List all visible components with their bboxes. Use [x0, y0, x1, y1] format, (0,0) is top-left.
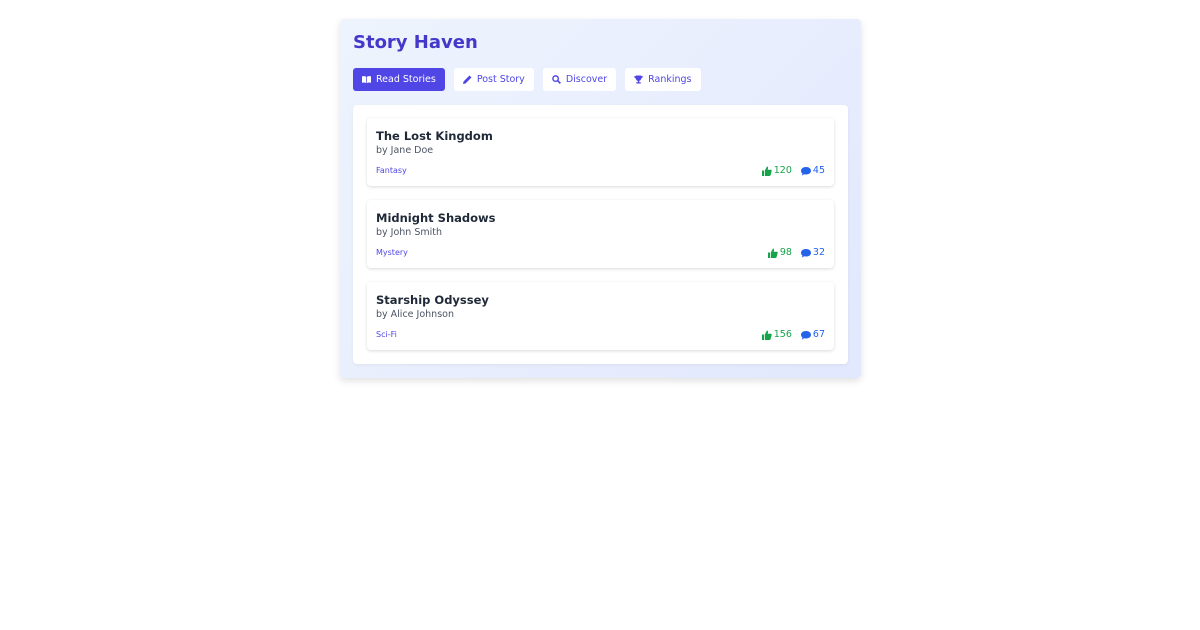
thumbs-up-icon	[767, 248, 778, 258]
story-stats: 120 45	[761, 165, 825, 176]
comments[interactable]: 32	[800, 247, 825, 258]
comments[interactable]: 45	[800, 165, 825, 176]
likes[interactable]: 156	[761, 329, 792, 340]
likes[interactable]: 98	[767, 247, 792, 258]
likes[interactable]: 120	[761, 165, 792, 176]
story-title[interactable]: The Lost Kingdom	[376, 129, 493, 143]
app-container: Story Haven Read Stories Post Story Disc…	[340, 19, 861, 378]
story-title[interactable]: Starship Odyssey	[376, 293, 489, 307]
comment-icon	[800, 166, 811, 176]
comment-icon	[800, 248, 811, 258]
story-stats: 156 67	[761, 329, 825, 340]
discover-button[interactable]: Discover	[542, 68, 617, 91]
story-card[interactable]: Starship Odyssey by Alice Johnson Sci-Fi…	[367, 282, 834, 350]
nav-bar: Read Stories Post Story Discover Ranking…	[353, 68, 848, 91]
comments[interactable]: 67	[800, 329, 825, 340]
story-card[interactable]: Midnight Shadows by John Smith Mystery 9…	[367, 200, 834, 268]
story-card[interactable]: The Lost Kingdom by Jane Doe Fantasy 120…	[367, 118, 834, 186]
story-author: by Jane Doe	[376, 145, 434, 156]
post-story-button[interactable]: Post Story	[453, 68, 534, 91]
story-author: by Alice Johnson	[376, 309, 454, 320]
genre-tag: Sci-Fi	[376, 330, 397, 339]
thumbs-up-icon	[761, 166, 772, 176]
book-icon	[362, 76, 371, 84]
comment-icon	[800, 330, 811, 340]
search-icon	[551, 75, 561, 84]
story-author: by John Smith	[376, 227, 443, 238]
trophy-icon	[634, 75, 643, 84]
story-title[interactable]: Midnight Shadows	[376, 211, 496, 225]
genre-tag: Mystery	[376, 248, 408, 257]
pencil-icon	[462, 75, 472, 84]
story-list: The Lost Kingdom by Jane Doe Fantasy 120…	[353, 105, 848, 364]
rankings-button[interactable]: Rankings	[625, 68, 701, 91]
read-stories-button[interactable]: Read Stories	[353, 68, 445, 91]
thumbs-up-icon	[761, 330, 772, 340]
story-stats: 98 32	[767, 247, 825, 258]
genre-tag: Fantasy	[376, 166, 407, 175]
app-title: Story Haven	[353, 32, 478, 53]
